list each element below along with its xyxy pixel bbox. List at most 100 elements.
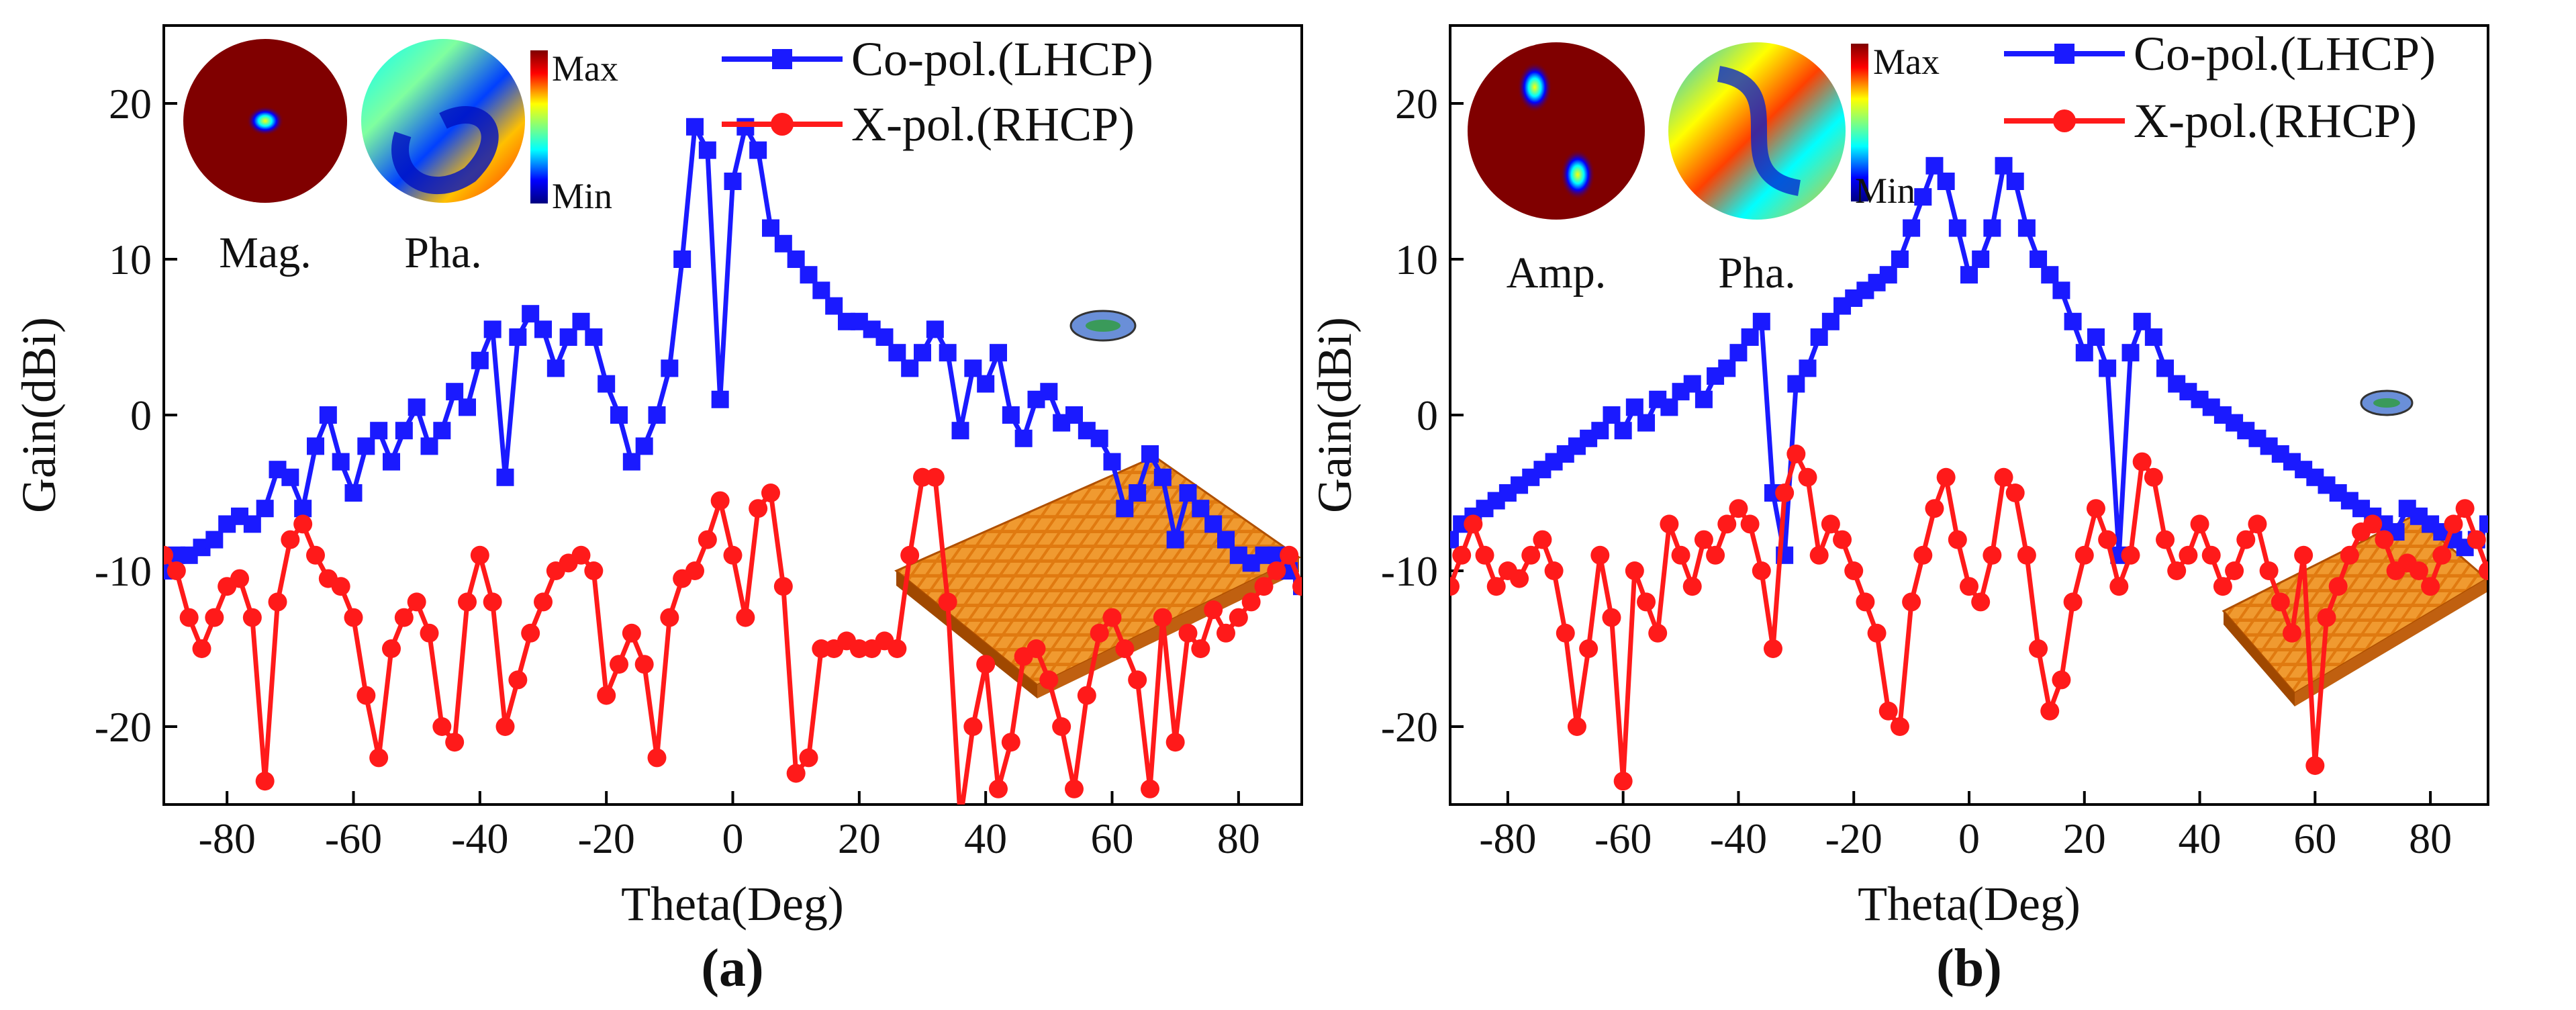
data-point bbox=[2075, 344, 2093, 362]
data-point bbox=[622, 453, 640, 471]
colorbar bbox=[1851, 44, 1868, 201]
data-point bbox=[2017, 219, 2036, 237]
data-point bbox=[319, 406, 337, 424]
x-tick-label: -80 bbox=[199, 815, 256, 862]
data-point bbox=[1960, 577, 1978, 596]
data-point bbox=[307, 437, 324, 455]
data-point bbox=[660, 608, 679, 627]
data-point bbox=[2467, 530, 2486, 549]
data-point bbox=[2109, 577, 2129, 596]
data-point bbox=[281, 468, 299, 486]
data-point bbox=[230, 569, 249, 588]
magnitude-hotspot bbox=[246, 106, 284, 136]
data-point bbox=[1890, 717, 1909, 736]
y-tick-label: 10 bbox=[109, 236, 152, 283]
data-point bbox=[1833, 530, 1852, 549]
data-point bbox=[268, 592, 287, 612]
data-point bbox=[508, 670, 528, 690]
data-point bbox=[458, 592, 477, 612]
data-point bbox=[1972, 250, 1990, 268]
panel-a: Max Min Mag. Pha. -80 -60 -40 -20 0 20 40 60 80-… bbox=[12, 24, 1303, 998]
data-point bbox=[635, 437, 653, 455]
phase-swirl bbox=[391, 106, 499, 195]
x-tick-label: -60 bbox=[325, 815, 382, 862]
data-point bbox=[1204, 600, 1223, 619]
data-point bbox=[698, 530, 717, 549]
y-axis-label-a: Gain(dBi) bbox=[12, 317, 66, 513]
x-axis-label-b: Theta(Deg) bbox=[1858, 877, 2081, 931]
data-point bbox=[2479, 515, 2488, 533]
data-point bbox=[1637, 592, 1656, 612]
data-point bbox=[2098, 530, 2117, 549]
data-point bbox=[332, 453, 350, 471]
data-point bbox=[1914, 188, 1932, 206]
data-point bbox=[2179, 545, 2198, 565]
data-point bbox=[1464, 514, 1483, 534]
data-point bbox=[242, 608, 262, 627]
data-point bbox=[1718, 359, 1736, 377]
data-point bbox=[1027, 639, 1046, 658]
y-tick-label: -10 bbox=[1381, 547, 1438, 595]
data-point bbox=[1040, 383, 1058, 401]
data-point bbox=[799, 748, 818, 768]
data-point bbox=[2201, 545, 2221, 565]
x-tick-label: 20 bbox=[838, 815, 881, 862]
data-point bbox=[2121, 545, 2140, 565]
data-point bbox=[1891, 250, 1909, 268]
data-point bbox=[1510, 569, 1529, 588]
data-point bbox=[888, 639, 907, 658]
data-point bbox=[2040, 701, 2060, 721]
data-point bbox=[164, 545, 173, 565]
data-point bbox=[926, 320, 944, 338]
data-point bbox=[394, 608, 414, 627]
inset-label-pha: Pha. bbox=[404, 228, 482, 277]
plot-area-a: -80 -60 -40 -20 0 20 40 60 80 -20 -10 0 10 20 bbox=[95, 80, 1302, 862]
data-point bbox=[344, 608, 363, 627]
x-tick-label: 20 bbox=[2063, 815, 2106, 862]
x-tick-label: 60 bbox=[1091, 815, 1134, 862]
x-tick-label: 0 bbox=[1958, 815, 1980, 862]
data-point bbox=[1960, 266, 1978, 284]
data-point bbox=[1486, 577, 1506, 596]
data-point bbox=[610, 406, 628, 424]
data-point bbox=[2017, 545, 2036, 565]
x-tick-label: 40 bbox=[964, 815, 1007, 862]
data-point bbox=[2030, 250, 2048, 268]
data-point bbox=[2213, 577, 2232, 596]
legend-marker-co-pol bbox=[772, 49, 792, 69]
series-x-pol bbox=[164, 467, 1302, 805]
phase-swirl bbox=[1717, 66, 1801, 196]
amplitude-hotspot bbox=[1560, 149, 1595, 200]
colorbar-max: Max bbox=[552, 48, 618, 89]
plot-area-b: -80 -60 -40 -20 0 20 40 60 80 -20 -10 0 10 20 bbox=[1381, 80, 2488, 862]
data-point bbox=[1102, 608, 1122, 627]
data-point bbox=[1660, 398, 1678, 416]
x-axis-label-a: Theta(Deg) bbox=[621, 877, 844, 931]
data-point bbox=[2340, 545, 2359, 565]
data-point bbox=[622, 623, 641, 643]
data-point bbox=[1556, 623, 1575, 643]
data-point bbox=[1579, 639, 1599, 658]
data-point bbox=[1001, 733, 1020, 752]
data-point bbox=[1763, 639, 1782, 658]
data-point bbox=[900, 545, 920, 565]
data-point bbox=[1613, 772, 1633, 791]
data-point bbox=[1191, 639, 1210, 658]
y-tick-label: -20 bbox=[95, 703, 152, 751]
data-point bbox=[2006, 173, 2024, 190]
data-point bbox=[723, 545, 743, 565]
data-point bbox=[1995, 156, 2013, 175]
data-point bbox=[584, 561, 604, 580]
data-point bbox=[1983, 219, 2001, 237]
colorbar-max: Max bbox=[1873, 42, 1940, 82]
x-tick-label: -60 bbox=[1594, 815, 1652, 862]
data-point bbox=[976, 655, 996, 674]
legend-label-x-pol: X-pol.(RHCP) bbox=[2134, 94, 2417, 148]
data-point bbox=[432, 717, 452, 736]
data-point bbox=[192, 639, 211, 658]
data-point bbox=[749, 499, 768, 518]
data-point bbox=[597, 686, 616, 705]
data-point bbox=[1740, 514, 1760, 534]
data-point bbox=[1166, 531, 1184, 549]
data-point bbox=[205, 531, 224, 549]
